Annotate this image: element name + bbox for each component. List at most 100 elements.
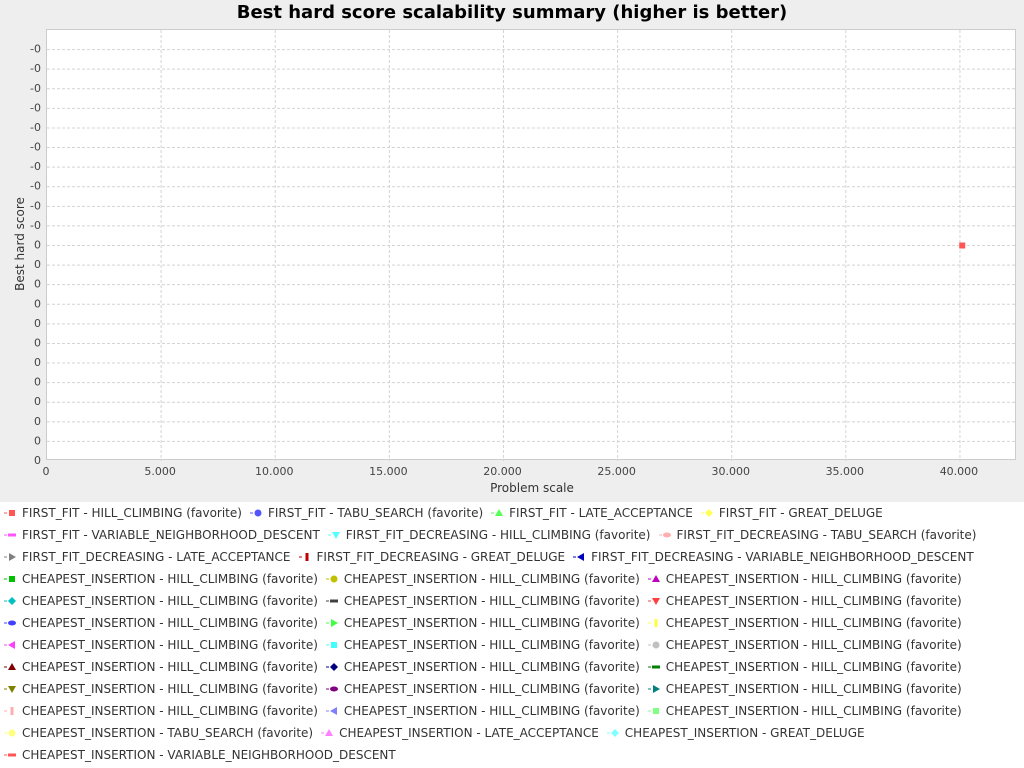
legend-swatch [4, 753, 16, 757]
legend-marker [8, 597, 16, 605]
legend-marker [8, 533, 16, 537]
legend-marker [329, 707, 337, 715]
legend-label: CHEAPEST_INSERTION - HILL_CLIMBING (favo… [665, 594, 962, 608]
legend-item: FIRST_FIT - VARIABLE_NEIGHBORHOOD_DESCEN… [3, 528, 320, 542]
legend-item: CHEAPEST_INSERTION - HILL_CLIMBING (favo… [325, 704, 640, 718]
legend-swatch [4, 729, 16, 737]
legend-label: FIRST_FIT_DECREASING - TABU_SEARCH (favo… [676, 528, 977, 542]
legend-item: CHEAPEST_INSERTION - HILL_CLIMBING (favo… [3, 638, 318, 652]
legend-swatch [325, 707, 337, 715]
legend-marker [8, 620, 16, 626]
legend-row: CHEAPEST_INSERTION - HILL_CLIMBING (favo… [0, 568, 1024, 590]
legend-swatch [4, 663, 16, 670]
legend-swatch [4, 597, 16, 605]
legend-swatch [4, 707, 14, 715]
legend-marker [331, 532, 340, 539]
legend-marker [577, 553, 585, 561]
legend-label: CHEAPEST_INSERTION - HILL_CLIMBING (favo… [22, 704, 318, 718]
legend-row: CHEAPEST_INSERTION - HILL_CLIMBING (favo… [0, 590, 1024, 612]
legend-swatch [4, 553, 16, 561]
data-point [959, 242, 966, 249]
legend-swatch [325, 619, 338, 627]
x-tick-label: 15.000 [369, 465, 408, 478]
legend-swatch [700, 509, 713, 517]
legend-swatch [325, 642, 337, 648]
legend-marker [325, 729, 334, 736]
legend-item: CHEAPEST_INSERTION - VARIABLE_NEIGHBORHO… [3, 748, 396, 762]
legend-marker [330, 642, 337, 648]
legend-marker [610, 729, 619, 737]
legend-marker [330, 575, 338, 583]
legend-label: CHEAPEST_INSERTION - HILL_CLIMBING (favo… [22, 638, 318, 652]
legend-item: FIRST_FIT_DECREASING - VARIABLE_NEIGHBOR… [572, 550, 974, 564]
legend-swatch [249, 509, 262, 517]
y-tick-label: -0 [30, 62, 41, 75]
legend-label: CHEAPEST_INSERTION - LATE_ACCEPTANCE [339, 726, 599, 740]
legend-label: CHEAPEST_INSERTION - HILL_CLIMBING (favo… [665, 682, 962, 696]
y-axis-label: Best hard score [13, 197, 27, 291]
legend-swatch [4, 686, 16, 693]
y-tick-label: -0 [30, 180, 41, 193]
legend-swatch [325, 575, 338, 583]
legend-swatch [325, 599, 338, 603]
legend-label: CHEAPEST_INSERTION - GREAT_DELUGE [624, 726, 865, 740]
legend-item: CHEAPEST_INSERTION - TABU_SEARCH (favori… [3, 726, 313, 740]
legend-swatch [647, 619, 658, 627]
y-tick-label: -0 [30, 219, 41, 232]
legend-label: CHEAPEST_INSERTION - HILL_CLIMBING (favo… [22, 616, 318, 630]
legend-item: CHEAPEST_INSERTION - HILL_CLIMBING (favo… [3, 704, 318, 718]
legend-swatch [4, 620, 16, 626]
legend-label: CHEAPEST_INSERTION - HILL_CLIMBING (favo… [665, 660, 962, 674]
legend-label: FIRST_FIT - VARIABLE_NEIGHBORHOOD_DESCEN… [22, 528, 320, 542]
legend-item: CHEAPEST_INSERTION - HILL_CLIMBING (favo… [647, 638, 962, 652]
legend-swatch [4, 533, 16, 537]
legend-label: CHEAPEST_INSERTION - HILL_CLIMBING (favo… [343, 572, 640, 586]
legend-label: FIRST_FIT_DECREASING - HILL_CLIMBING (fa… [345, 528, 651, 542]
legend-label: FIRST_FIT_DECREASING - GREAT_DELUGE [316, 550, 566, 564]
legend-row: CHEAPEST_INSERTION - HILL_CLIMBING (favo… [0, 612, 1024, 634]
legend-label: FIRST_FIT - LATE_ACCEPTANCE [509, 506, 693, 520]
legend-swatch [647, 708, 659, 714]
legend-row: CHEAPEST_INSERTION - HILL_CLIMBING (favo… [0, 656, 1024, 678]
legend-item: CHEAPEST_INSERTION - LATE_ACCEPTANCE [320, 726, 599, 740]
legend-marker [329, 663, 338, 671]
legend-row: FIRST_FIT - HILL_CLIMBING (favorite) FIRS… [0, 502, 1024, 524]
legend-item: FIRST_FIT - HILL_CLIMBING (favorite) [3, 506, 242, 520]
legend-row: CHEAPEST_INSERTION - HILL_CLIMBING (favo… [0, 700, 1024, 722]
legend-label: CHEAPEST_INSERTION - HILL_CLIMBING (favo… [665, 704, 962, 718]
legend-marker [9, 553, 16, 561]
legend-marker [662, 532, 671, 538]
legend-row: CHEAPEST_INSERTION - HILL_CLIMBING (favo… [0, 634, 1024, 656]
legend-label: CHEAPEST_INSERTION - HILL_CLIMBING (favo… [665, 638, 962, 652]
x-tick-label: 0 [43, 465, 50, 478]
legend-label: FIRST_FIT - HILL_CLIMBING (favorite) [22, 506, 242, 520]
legend-item: CHEAPEST_INSERTION - HILL_CLIMBING (favo… [647, 572, 962, 586]
legend-item: FIRST_FIT_DECREASING - HILL_CLIMBING (fa… [327, 528, 651, 542]
legend-item: CHEAPEST_INSERTION - HILL_CLIMBING (favo… [325, 638, 640, 652]
legend-swatch [573, 553, 585, 561]
legend-item: FIRST_FIT - GREAT_DELUGE [700, 506, 883, 520]
legend-swatch [647, 685, 660, 693]
legend-marker [329, 686, 338, 692]
y-tick-label: 0 [34, 415, 41, 428]
legend-marker [651, 598, 660, 605]
y-tick-label: -0 [30, 101, 41, 114]
legend-label: CHEAPEST_INSERTION - HILL_CLIMBING (favo… [22, 572, 318, 586]
legend-label: CHEAPEST_INSERTION - TABU_SEARCH (favori… [22, 726, 314, 740]
legend-swatch [327, 532, 340, 539]
legend-label: CHEAPEST_INSERTION - HILL_CLIMBING (favo… [343, 660, 640, 674]
legend-swatch [647, 575, 660, 582]
legend-swatch [298, 553, 308, 561]
legend-swatch [4, 510, 15, 516]
x-tick-label: 30.000 [711, 465, 750, 478]
legend-item: CHEAPEST_INSERTION - HILL_CLIMBING (favo… [325, 572, 640, 586]
x-tick-label: 35.000 [826, 465, 865, 478]
legend: FIRST_FIT - HILL_CLIMBING (favorite) FIRS… [0, 502, 1024, 768]
legend-marker [8, 753, 16, 757]
y-tick-label: 0 [34, 239, 41, 252]
legend-swatch [647, 598, 660, 605]
x-tick-label: 40.000 [940, 465, 979, 478]
legend-item: FIRST_FIT_DECREASING - GREAT_DELUGE [298, 550, 566, 564]
legend-swatch [321, 729, 334, 736]
y-tick-label: 0 [34, 395, 41, 408]
